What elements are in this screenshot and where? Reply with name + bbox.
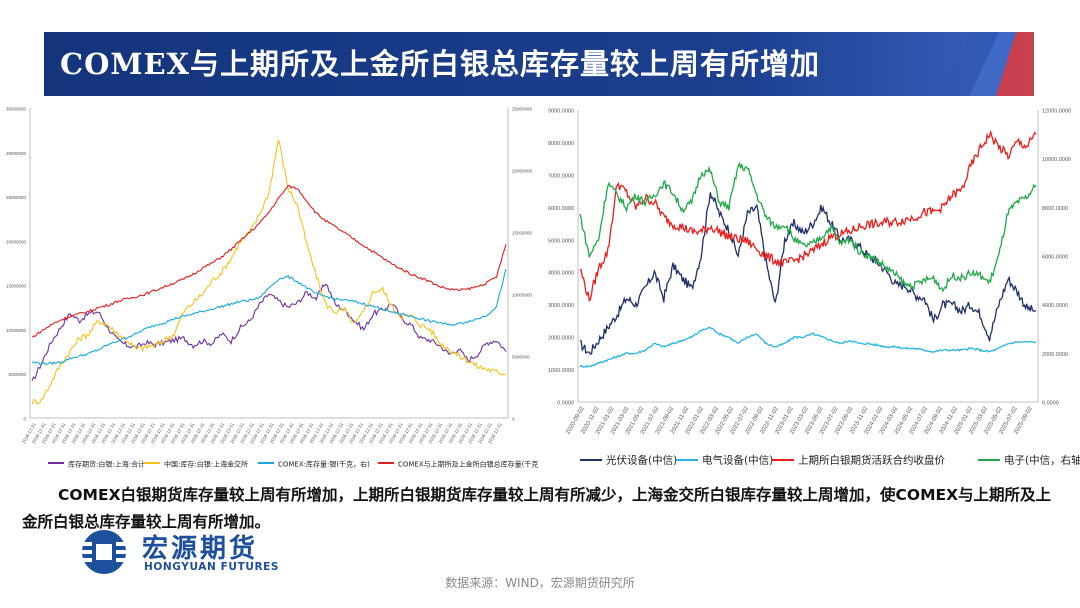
y-tick-label-right: 10000.0000 bbox=[1042, 157, 1071, 163]
y-tick-label-right: 2000.0000 bbox=[1042, 352, 1068, 358]
y-tick-label-right: 10000000 bbox=[512, 293, 533, 298]
right-chart-panel: 9000.0000 8000.0000 7000.0000 6000.0000 5000… bbox=[540, 100, 1080, 472]
title-bar: COMEX与上期所及上金所白银总库存量较上周有所增加 bbox=[44, 32, 1034, 96]
y-tick-label-right: 15000000 bbox=[512, 231, 533, 236]
legend-label-4: 电子(中信，右轴) bbox=[1004, 454, 1080, 467]
page-title: COMEX与上期所及上金所白银总库存量较上周有所增加 bbox=[60, 47, 821, 81]
y-tick-label-left: 0.0000 bbox=[557, 401, 574, 407]
y-tick-label-left: 9000.0000 bbox=[548, 109, 574, 115]
y-tick-label-left: 0 bbox=[23, 417, 26, 422]
sector-vs-silver-chart: 9000.0000 8000.0000 7000.0000 6000.0000 5000… bbox=[548, 109, 1080, 467]
y-tick-label-left: 7000.0000 bbox=[548, 173, 574, 179]
y-tick-label-right: 0 bbox=[512, 417, 515, 422]
series-line-3 bbox=[579, 129, 1037, 302]
silver-inventory-chart: 35000000 30000000 25000000 20000000 15000000… bbox=[6, 107, 538, 469]
company-logo: 宏源期货 HONGYUAN FUTURES bbox=[74, 528, 314, 576]
y-tick-label-right: 8000.0000 bbox=[1042, 206, 1068, 212]
y-tick-label-left: 35000000 bbox=[6, 107, 27, 112]
y-tick-label-left: 15000000 bbox=[6, 284, 27, 289]
y-tick-label-right: 0.0000 bbox=[1042, 401, 1059, 407]
y-tick-label-left: 8000.0000 bbox=[548, 141, 574, 147]
y-tick-label-left: 6000.0000 bbox=[548, 206, 574, 212]
description-text: COMEX白银期货库存量较上周有所增加，上期所白银期货库存量较上周有所减少，上海… bbox=[22, 486, 1052, 531]
y-tick-label-right: 20000000 bbox=[512, 169, 533, 174]
logo-mark-icon bbox=[78, 530, 134, 574]
y-tick-label-left: 3000.0000 bbox=[548, 303, 574, 309]
series-line-1 bbox=[31, 283, 507, 381]
series-line-4 bbox=[579, 161, 1037, 293]
left-chart-panel: 35000000 30000000 25000000 20000000 15000000… bbox=[0, 100, 538, 472]
y-tick-label-left: 2000.0000 bbox=[548, 336, 574, 342]
legend-label-1: 库存期货:白银:上海:合计 bbox=[68, 460, 145, 469]
y-tick-label-left: 4000.0000 bbox=[548, 271, 574, 277]
y-tick-label-left: 10000000 bbox=[6, 328, 27, 333]
legend-label-3: COMEX:库存量:银(千克，右) bbox=[278, 460, 370, 469]
series-line-4 bbox=[31, 184, 507, 338]
title-banner-graphic bbox=[44, 32, 1034, 96]
y-tick-label-right: 12000.0000 bbox=[1042, 109, 1071, 115]
y-tick-label-right: 5000000 bbox=[512, 355, 530, 360]
legend-label-3: 上期所白银期货活跃合约收盘价 bbox=[798, 454, 945, 467]
series-line-3 bbox=[31, 269, 507, 366]
y-tick-label-left: 5000000 bbox=[8, 372, 26, 377]
legend-label-2: 中国:库存:白银:上海金交所 bbox=[164, 460, 248, 469]
data-source: 数据来源：WIND，宏源期货研究所 bbox=[445, 576, 635, 590]
series-line-2 bbox=[31, 139, 507, 405]
y-tick-label-left: 1000.0000 bbox=[548, 368, 574, 374]
legend-label-1: 光伏设备(中信) bbox=[606, 454, 677, 467]
legend-label-2: 电气设备(中信) bbox=[702, 454, 773, 467]
legend-label-4: COMEX与上期所及上金所白银总库存量(千克，右) bbox=[398, 460, 538, 469]
y-tick-label-right: 4000.0000 bbox=[1042, 303, 1068, 309]
y-tick-label-left: 25000000 bbox=[6, 195, 27, 200]
y-tick-label-left: 5000.0000 bbox=[548, 238, 574, 244]
series-line-1 bbox=[579, 192, 1037, 356]
y-tick-label-left: 30000000 bbox=[6, 151, 27, 156]
logo-chinese-name: 宏源期货 bbox=[142, 534, 259, 564]
y-tick-label-left: 20000000 bbox=[6, 239, 27, 244]
y-tick-label-right: 6000.0000 bbox=[1042, 255, 1068, 261]
y-tick-label-right: 25000000 bbox=[512, 107, 533, 112]
logo-english-name: HONGYUAN FUTURES bbox=[144, 561, 280, 573]
series-line-2 bbox=[579, 326, 1037, 368]
